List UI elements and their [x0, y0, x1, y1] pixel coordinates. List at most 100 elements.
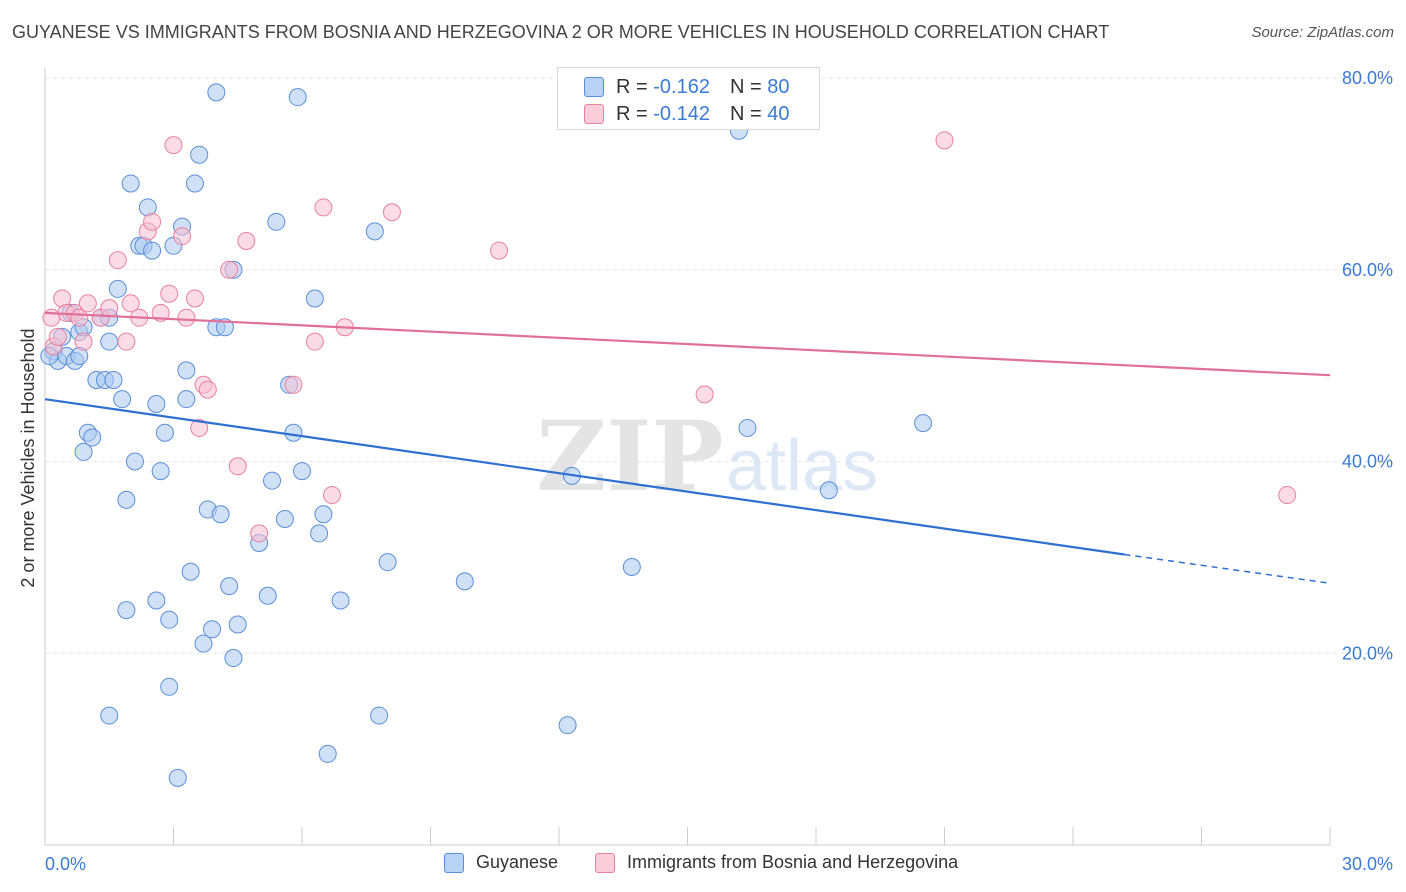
guyanese-point — [288, 88, 307, 107]
guyanese-point — [104, 371, 123, 390]
guyanese-point — [267, 212, 286, 231]
legend-item-bosnia[interactable]: Immigrants from Bosnia and Herzegovina — [595, 852, 958, 873]
bosnia-point — [250, 524, 269, 543]
bosnia-point — [117, 332, 136, 351]
stats-row-guyanese: R = -0.162 N = 80 — [584, 74, 789, 100]
guyanese-point — [100, 332, 119, 351]
x-tick-label: 0.0% — [45, 854, 86, 874]
guyanese-point — [914, 414, 933, 433]
legend-label: Immigrants from Bosnia and Herzegovina — [627, 852, 959, 872]
guyanese-point — [177, 390, 196, 409]
guyanese-point — [310, 524, 329, 543]
bosnia-point — [1278, 486, 1297, 505]
bosnia-point — [220, 260, 239, 279]
guyanese-point — [215, 318, 234, 337]
guyanese-point — [113, 390, 132, 409]
guyanese-point — [100, 706, 119, 725]
bosnia-point — [160, 284, 179, 303]
watermark-zip: ZIP — [536, 400, 723, 513]
bosnia-swatch — [584, 104, 604, 124]
bosnia-point — [164, 136, 183, 155]
guyanese-point — [190, 145, 209, 164]
guyanese-point — [74, 442, 93, 461]
stats-box: R = -0.162 N = 80 R = -0.142 N = 40 — [557, 67, 820, 130]
bosnia-point — [151, 303, 170, 322]
guyanese-point — [365, 222, 384, 241]
bosnia-point — [322, 486, 341, 505]
guyanese-point — [168, 768, 187, 787]
n-value: 40 — [767, 102, 790, 125]
guyanese-point — [203, 620, 222, 639]
bosnia-point — [228, 457, 247, 476]
y-tick-label: 40.0% — [1342, 452, 1393, 472]
guyanese-point — [147, 591, 166, 610]
r-label: R = — [616, 75, 648, 98]
r-label: R = — [616, 102, 648, 125]
guyanese-point — [314, 505, 333, 524]
guyanese-point — [378, 553, 397, 572]
bosnia-point — [305, 332, 324, 351]
n-label: N = — [729, 75, 762, 98]
guyanese-trend-extension — [1124, 553, 1331, 585]
guyanese-point — [275, 510, 294, 529]
guyanese-point — [263, 471, 282, 490]
guyanese-point — [305, 289, 324, 308]
guyanese-point — [258, 586, 277, 605]
guyanese-point — [83, 428, 102, 447]
bosnia-point — [173, 227, 192, 246]
guyanese-point — [455, 572, 474, 591]
bosnia-point — [42, 308, 61, 327]
guyanese-point — [220, 577, 239, 596]
bosnia-point — [121, 294, 140, 313]
bosnia-point — [490, 241, 509, 260]
bosnia-point — [48, 327, 67, 346]
y-tick-label: 20.0% — [1342, 643, 1393, 663]
bosnia-point — [314, 198, 333, 217]
guyanese-point — [143, 241, 162, 260]
guyanese-point — [177, 361, 196, 380]
y-tick-label: 60.0% — [1342, 260, 1393, 280]
guyanese-point — [121, 174, 140, 193]
guyanese-point — [181, 562, 200, 581]
guyanese-point — [147, 394, 166, 413]
n-label: N = — [729, 102, 762, 125]
y-tick-label: 80.0% — [1342, 68, 1393, 88]
guyanese-point — [622, 557, 641, 576]
bosnia-point — [78, 294, 97, 313]
stats-row-bosnia: R = -0.142 N = 40 — [584, 101, 789, 127]
bosnia-point — [108, 251, 127, 270]
bosnia-point — [284, 375, 303, 394]
guyanese-point — [125, 452, 144, 471]
bosnia-point — [177, 308, 196, 327]
guyanese-swatch — [584, 77, 604, 97]
legend: Guyanese Immigrants from Bosnia and Herz… — [0, 852, 1406, 878]
guyanese-point — [108, 279, 127, 298]
guyanese-point — [370, 706, 389, 725]
guyanese-point — [293, 462, 311, 481]
guyanese-point — [194, 634, 213, 653]
r-value: -0.162 — [653, 75, 710, 98]
bosnia-point — [695, 385, 714, 404]
bosnia-point — [100, 299, 119, 318]
guyanese-point — [185, 174, 204, 193]
guyanese-trend-line — [44, 398, 1125, 556]
watermark-atlas: atlas — [726, 426, 878, 506]
chart-title: GUYANESE VS IMMIGRANTS FROM BOSNIA AND H… — [12, 22, 1110, 42]
bosnia-point — [935, 131, 954, 150]
guyanese-point — [207, 83, 226, 102]
guyanese-point — [160, 610, 179, 629]
r-value: -0.142 — [653, 102, 710, 125]
bosnia-point — [237, 231, 256, 250]
guyanese-point — [151, 462, 170, 481]
n-value: 80 — [767, 75, 790, 98]
legend-item-guyanese[interactable]: Guyanese — [444, 852, 558, 873]
guyanese-point — [284, 423, 303, 442]
guyanese-point — [224, 649, 243, 668]
guyanese-swatch — [444, 852, 464, 873]
guyanese-point — [160, 677, 179, 696]
y-axis-label: 2 or more Vehicles in Household — [18, 328, 38, 587]
bosnia-trend-line — [44, 311, 1331, 377]
x-tick-label: 30.0% — [1342, 854, 1393, 874]
bosnia-point — [382, 203, 401, 222]
guyanese-point — [318, 744, 337, 763]
